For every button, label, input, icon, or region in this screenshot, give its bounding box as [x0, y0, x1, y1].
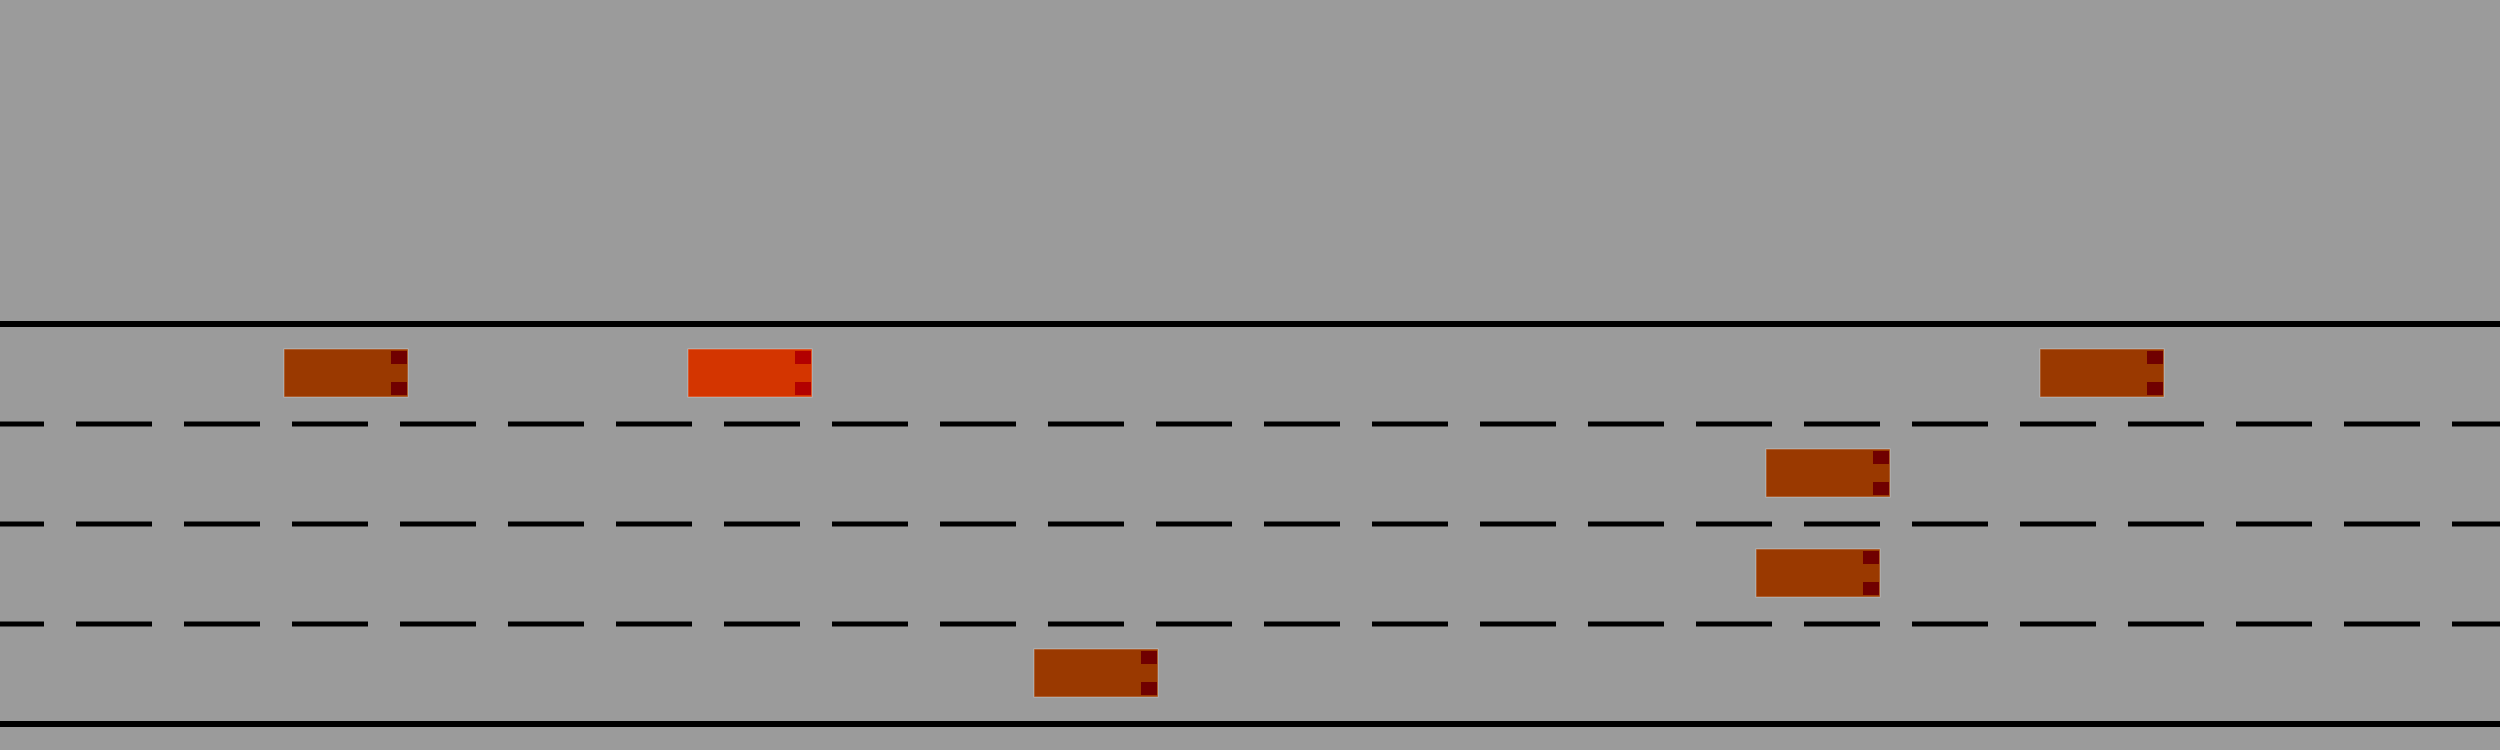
vehicle-1	[283, 348, 409, 398]
road	[0, 321, 2500, 727]
vehicles-layer	[283, 348, 2165, 698]
vehicle-light-right	[795, 382, 811, 395]
vehicle-light-right	[2147, 382, 2163, 395]
vehicle-body	[2039, 348, 2165, 398]
vehicle-light-left	[2147, 351, 2163, 364]
vehicle-light-right	[391, 382, 407, 395]
vehicle-light-right	[1873, 482, 1889, 495]
vehicle-light-left	[1863, 551, 1879, 564]
vehicle-light-left	[1873, 451, 1889, 464]
vehicle-light-right	[1141, 682, 1157, 695]
ego-vehicle	[687, 348, 813, 398]
vehicle-light-left	[1141, 651, 1157, 664]
vehicle-light-left	[391, 351, 407, 364]
vehicle-body	[1755, 548, 1881, 598]
vehicle-body	[687, 348, 813, 398]
vehicle-body	[1765, 448, 1891, 498]
vehicle-body	[283, 348, 409, 398]
vehicle-body	[1033, 648, 1159, 698]
vehicle-2	[2039, 348, 2165, 398]
vehicle-3	[1765, 448, 1891, 498]
vehicle-light-right	[1863, 582, 1879, 595]
vehicle-4	[1755, 548, 1881, 598]
vehicle-5	[1033, 648, 1159, 698]
vehicle-light-left	[795, 351, 811, 364]
